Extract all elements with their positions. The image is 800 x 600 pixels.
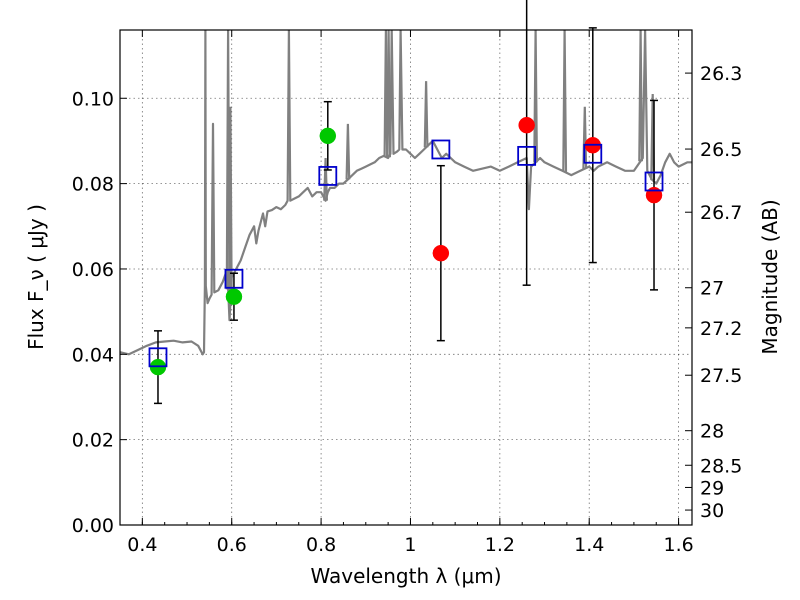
emission-line [227, 106, 233, 304]
x-axis-label: Wavelength λ (μm) [310, 564, 501, 588]
data-points [148, 0, 664, 405]
y2-tick-label: 27.2 [700, 318, 742, 340]
y-axis-label: Flux F_ν ( μJy ) [24, 204, 48, 350]
y2-tick-label: 26.5 [700, 139, 742, 161]
y2-tick-label: 28 [700, 421, 724, 443]
y-tick-label: 0.02 [72, 430, 114, 452]
emission-line [562, 30, 568, 172]
y2-tick-label: 29 [700, 477, 724, 499]
emission-line [638, 30, 643, 162]
model-square-marker [318, 166, 338, 186]
y2-tick-label: 28.5 [700, 455, 742, 477]
x-tick-label: 1.4 [574, 534, 604, 556]
model-square-marker [224, 268, 244, 289]
spectrum [120, 30, 692, 356]
emission-line [423, 81, 429, 148]
emission-line [323, 157, 328, 201]
photometry-point [645, 186, 663, 204]
model-square-marker [644, 171, 664, 192]
model-square-marker [517, 145, 537, 166]
photometry-point [319, 127, 337, 145]
y2-tick-label: 27.5 [700, 365, 742, 387]
x-tick-label: 1 [404, 534, 416, 556]
y2-axis-label: Magnitude (AB) [758, 199, 782, 354]
plot-frame [119, 29, 693, 526]
axes: 0.4 0.6 0.8 1 1.2 1.4 1.6 0.00 0.02 0.04 0.06 0.08 0… [72, 29, 742, 556]
photometry-point [225, 288, 243, 305]
spectrum-line [120, 30, 692, 356]
y-tick-label: 0.08 [72, 174, 114, 196]
y-tick-label: 0.04 [72, 344, 114, 366]
x-tick-label: 0.4 [127, 534, 157, 556]
model-square-marker [431, 139, 451, 160]
emission-line [533, 30, 538, 163]
x-tick-label: 0.6 [217, 534, 247, 556]
y-tick-label: 0.00 [72, 515, 114, 537]
emission-line [345, 123, 351, 180]
model-square-marker [148, 347, 168, 368]
y-tick-label: 0.10 [72, 88, 114, 110]
y-tick-label: 0.06 [72, 259, 114, 281]
y2-tick-label: 27 [700, 278, 724, 300]
y2-tick-label: 26.7 [700, 202, 742, 224]
y2-tick-label: 26.3 [700, 63, 742, 85]
y2-tick-label: 30 [700, 500, 724, 522]
emission-line [386, 30, 391, 158]
x-tick-label: 1.6 [663, 534, 693, 556]
model-square-marker [583, 143, 603, 164]
x-tick-label: 1.2 [485, 534, 515, 556]
x-tick-label: 0.8 [306, 534, 336, 556]
photometry-point [518, 116, 535, 134]
photometry-point [432, 244, 450, 262]
